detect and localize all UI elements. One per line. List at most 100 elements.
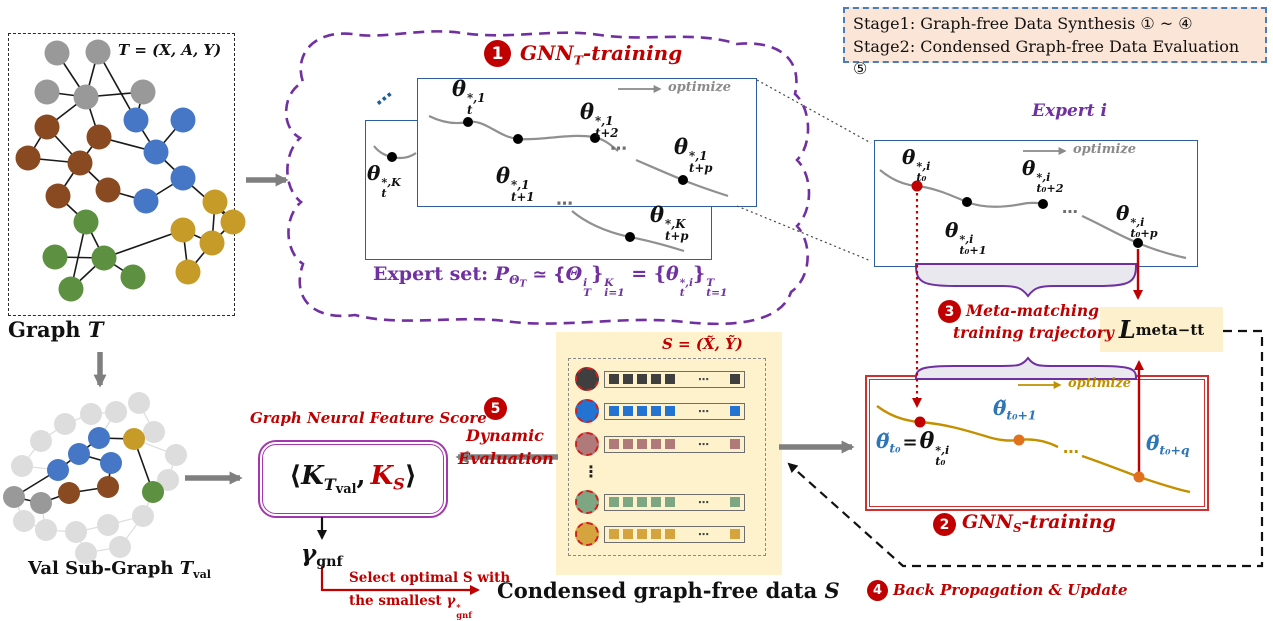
graph-node-gold (123, 428, 145, 450)
feature-square (651, 406, 661, 416)
feature-vector-bar: ⋯ (604, 402, 745, 420)
feature-square (730, 406, 740, 416)
feature-square (623, 439, 633, 449)
gnn-s-training-title: GNNS-training (962, 511, 1116, 536)
theta-tilde-t0: θ̃t₀ =θ *,i t₀ (876, 428, 950, 468)
graph-edge (21, 465, 59, 471)
graph-node-blue (68, 443, 90, 465)
graph-edge (133, 431, 155, 440)
feature-square (609, 497, 619, 507)
feature-square (651, 529, 661, 539)
graph-node-faded (54, 413, 76, 435)
graph-edge (78, 453, 112, 464)
step1-badge: 1 (484, 40, 511, 67)
step5-line2: Evaluation (458, 449, 554, 468)
feature-square (651, 497, 661, 507)
graph-edge (107, 515, 144, 526)
optimize-label-2: optimize (1073, 142, 1137, 157)
kernel-t-sub: val (335, 481, 357, 497)
graph-edge (13, 496, 42, 504)
condensed-row: ⋯ (575, 521, 745, 547)
theta-t-1: θ *,1 t (452, 76, 486, 117)
bar-ellipsis: ⋯ (698, 495, 709, 509)
graph-node-faded (65, 521, 87, 543)
graph-node-blue (100, 452, 122, 474)
step4-label: Back Propagation & Update (893, 581, 1128, 599)
stage-legend-line1: Stage1: Graph-free Data Synthesis ① ~ ④ (853, 14, 1193, 33)
step3-line2: training trajectory (953, 323, 1114, 342)
condensed-data-inner-box: ⋯ ⋯ ⋯ ⋯ ⋯ ⋮ (568, 358, 766, 556)
stage-legend-box: Stage1: Graph-free Data Synthesis ① ~ ④ … (843, 7, 1267, 78)
graph-node-faded (165, 444, 187, 466)
graph-node-gray (3, 486, 25, 508)
loss-subscript: meta−tt (1135, 320, 1205, 339)
val-subgraph-caption: Val Sub-Graph Tval (28, 558, 212, 581)
feature-square (730, 497, 740, 507)
traj1-ellipsis: ⋯ (610, 139, 627, 159)
graph-node-gray (30, 492, 52, 514)
graph-node-faded (97, 514, 119, 536)
class-node-circle (575, 490, 599, 514)
feature-square (637, 529, 647, 539)
feature-square (730, 529, 740, 539)
graph-edge (133, 438, 177, 456)
zoom-projection-lines (736, 79, 872, 262)
select-line1: Select optimal S with (349, 570, 511, 586)
graph-edge (57, 453, 80, 471)
val-subgraph (3, 392, 187, 564)
graph-edge (13, 469, 59, 498)
graph-edge (68, 486, 109, 494)
graph-node-green (142, 481, 164, 503)
feature-square (609, 374, 619, 384)
gnn-t-training-title: GNNT-training (520, 41, 683, 68)
graph-edge (23, 520, 47, 531)
graph-node-faded (109, 536, 131, 558)
feature-square (651, 439, 661, 449)
select-line2: the smallest γ * gnf (349, 593, 472, 620)
feature-vector-bar: ⋯ (604, 370, 745, 388)
condensed-row: ⋯ (575, 366, 745, 392)
graph-edge (78, 437, 100, 455)
graph-edge (119, 515, 144, 548)
graph-edge (98, 437, 135, 440)
condensed-data-box: ⋯ ⋯ ⋯ ⋯ ⋯ ⋮ (556, 332, 782, 575)
stage-legend-line2: Stage2: Condensed Graph-free Data Evalua… (853, 36, 1240, 79)
graph-edge (40, 423, 66, 442)
feature-vector-bar: ⋯ (604, 435, 745, 453)
graph-edge (138, 402, 155, 433)
theta-t0p-i: θ *,i t₀+p (1116, 201, 1158, 240)
graph-edge (13, 496, 25, 522)
bar-ellipsis: ⋯ (698, 437, 709, 451)
graph-node-faded (35, 519, 57, 541)
graph-edge (75, 531, 87, 554)
bar-ellipsis: ⋯ (698, 372, 709, 386)
condensed-row: ⋯ (575, 398, 745, 424)
feature-square (651, 374, 661, 384)
condensed-row: ⋯ (575, 431, 745, 457)
class-node-circle (575, 522, 599, 546)
feature-square (637, 374, 647, 384)
gnf-score-box: ⟨KTval, KS⟩ (258, 440, 448, 518)
feature-square (609, 439, 619, 449)
theta-t02-i: θ *,i t₀+2 (1022, 156, 1064, 195)
kernel-s-sub: S (393, 474, 405, 494)
feature-square (730, 439, 740, 449)
step3-line1: Meta-matching (966, 301, 1099, 320)
theta-tilde-t0q: θ̃t₀+q (1146, 431, 1190, 458)
feature-square (637, 406, 647, 416)
feature-vector-bar: ⋯ (604, 525, 745, 543)
step4-badge: 4 (867, 580, 888, 601)
graph-edge (107, 462, 112, 488)
theta-tilde-t01: θ̃t₀+1 (993, 396, 1037, 423)
feature-square (665, 406, 675, 416)
bar-ellipsis: ⋯ (698, 527, 709, 541)
graph-edge (90, 411, 117, 415)
theta-t-K: θ *,K t (367, 161, 401, 200)
feature-square (623, 497, 633, 507)
graph-node-faded (157, 469, 179, 491)
graph-edge (133, 438, 154, 493)
graph-node-faded (80, 403, 102, 425)
kernel-t: K (301, 461, 324, 492)
graph-edge (167, 454, 177, 481)
